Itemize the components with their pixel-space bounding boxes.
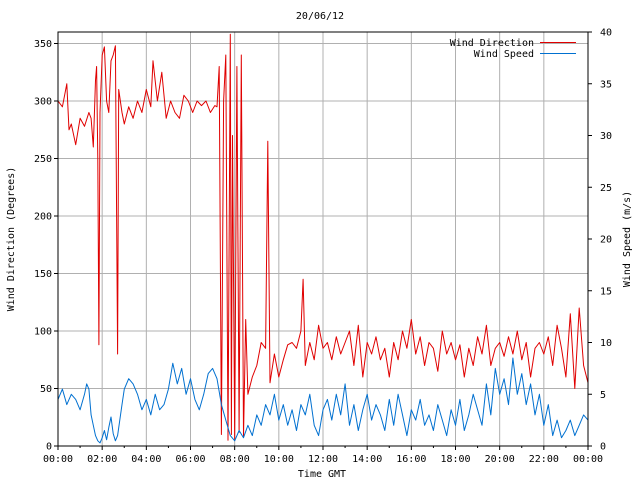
y-right-axis: 0 5 10 15 20 25 30 35 40 <box>588 28 612 453</box>
x-tick-label: 18:00 <box>440 454 470 465</box>
wind-speed-line <box>57 357 589 444</box>
x-tick-label: 20:00 <box>485 454 515 465</box>
wind-direction-line <box>57 33 589 441</box>
series-layer <box>57 33 589 444</box>
y-left-axis: 0 50 100 150 200 250 300 350 <box>34 39 58 453</box>
y-right-tick-label: 30 <box>600 131 612 142</box>
y-right-tick-label: 0 <box>600 442 606 453</box>
x-axis: 00:00 02:00 04:00 06:00 08:00 10:00 12:00 14:00… <box>43 446 603 465</box>
y-right-tick-label: 10 <box>600 338 612 349</box>
y-right-tick-label: 20 <box>600 235 612 246</box>
y-left-tick-label: 150 <box>34 269 52 280</box>
y-left-tick-label: 250 <box>34 154 52 165</box>
y-right-label: Wind Speed (m/s) <box>622 191 633 287</box>
y-right-tick-label: 35 <box>600 79 612 90</box>
y-left-tick-label: 100 <box>34 327 52 338</box>
legend-label: Wind Direction <box>450 38 534 49</box>
x-tick-label: 06:00 <box>175 454 205 465</box>
y-right-tick-label: 5 <box>600 390 606 401</box>
x-tick-label: 22:00 <box>529 454 559 465</box>
x-axis-label: Time GMT <box>298 469 346 480</box>
y-right-tick-label: 15 <box>600 286 612 297</box>
y-left-tick-label: 200 <box>34 212 52 223</box>
x-tick-label: 00:00 <box>573 454 603 465</box>
y-right-tick-label: 25 <box>600 183 612 194</box>
x-tick-label: 02:00 <box>87 454 117 465</box>
x-tick-label: 16:00 <box>396 454 426 465</box>
x-tick-label: 04:00 <box>131 454 161 465</box>
x-tick-label: 14:00 <box>352 454 382 465</box>
chart-title: 20/06/12 <box>296 11 344 22</box>
x-tick-label: 10:00 <box>264 454 294 465</box>
y-left-tick-label: 50 <box>40 384 52 395</box>
y-left-tick-label: 0 <box>46 442 52 453</box>
x-tick-label: 12:00 <box>308 454 338 465</box>
grid-lines <box>58 32 588 446</box>
x-tick-label: 08:00 <box>220 454 250 465</box>
y-left-tick-label: 350 <box>34 39 52 50</box>
y-right-tick-label: 40 <box>600 28 612 39</box>
legend-label: Wind Speed <box>474 49 534 60</box>
x-tick-label: 00:00 <box>43 454 73 465</box>
y-left-tick-label: 300 <box>34 97 52 108</box>
y-left-label: Wind Direction (Degrees) <box>6 167 17 312</box>
